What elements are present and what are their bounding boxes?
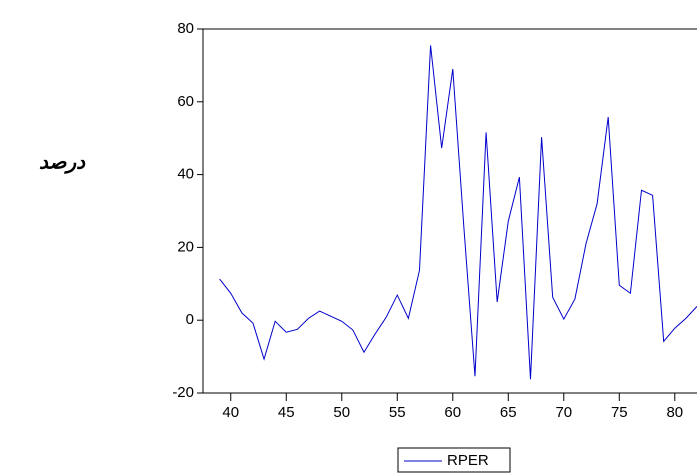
x-tick-label: 45 [278, 404, 295, 421]
legend-label: RPER [447, 452, 489, 469]
x-tick-label: 80 [666, 404, 683, 421]
y-tick-label: -20 [172, 384, 194, 401]
y-tick-label: 0 [186, 311, 194, 328]
x-tick-label: 40 [222, 404, 239, 421]
x-tick-label: 60 [444, 404, 461, 421]
y-axis-label: درصد [39, 150, 86, 175]
y-tick-label: 80 [177, 20, 194, 37]
data-line [219, 45, 697, 380]
y-tick-label: 20 [177, 238, 194, 255]
x-tick-label: 70 [555, 404, 572, 421]
legend-box [397, 447, 511, 473]
x-tick-label: 65 [500, 404, 517, 421]
x-tick-label: 75 [611, 404, 628, 421]
x-tick-label: 55 [389, 404, 406, 421]
y-tick-label: 40 [177, 166, 194, 183]
y-tick-label: 60 [177, 93, 194, 110]
x-tick-label: 50 [333, 404, 350, 421]
